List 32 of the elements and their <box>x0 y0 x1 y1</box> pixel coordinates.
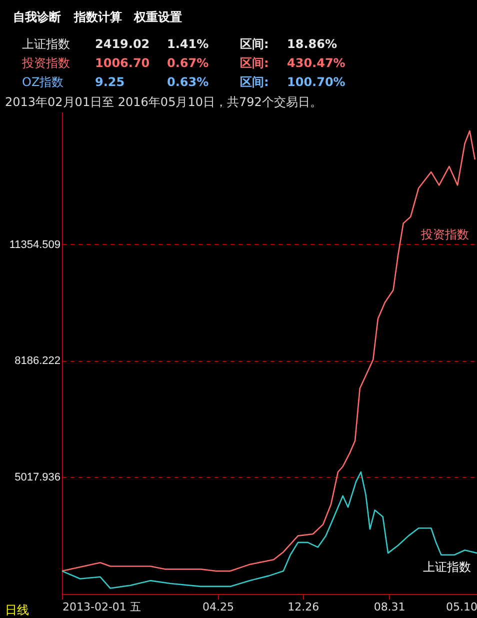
text: 0.67% <box>167 56 209 70</box>
text: 自我诊断 <box>13 10 61 24</box>
text: 430.47% <box>287 56 346 70</box>
text: 指数计算 <box>73 10 122 24</box>
text: 0.63% <box>167 75 209 89</box>
line-series <box>61 471 477 589</box>
line-series <box>61 130 476 572</box>
text: 9.25 <box>95 75 125 89</box>
text: OZ指数 <box>22 75 64 89</box>
series-label: 上证指数 <box>423 560 471 574</box>
text: 区间: <box>240 56 269 70</box>
text: 上证指数 <box>22 37 70 51</box>
text: 2419.02 <box>95 37 150 51</box>
text: 1.41% <box>167 37 209 51</box>
y-tick-label: 11354.509 <box>9 238 60 251</box>
text: 日线 <box>5 603 29 617</box>
y-tick-label: 8186.222 <box>14 355 60 368</box>
text: 投资指数 <box>21 56 70 70</box>
text: 1006.70 <box>95 56 150 70</box>
text: 权重设置 <box>133 10 182 24</box>
x-tick-label: 08.31 <box>374 600 406 614</box>
chart-subtitle: 2013年02月01日至 2016年05月10日，共792个交易日。 <box>5 95 322 109</box>
x-tick-label: 04.25 <box>202 600 234 614</box>
x-tick-label: 2013-02-01 五 <box>62 600 141 614</box>
x-tick-label: 12.26 <box>288 600 320 614</box>
text: 区间: <box>240 75 269 89</box>
x-tick-label: 05.10 <box>446 600 477 614</box>
text: 18.86% <box>287 37 337 51</box>
series-label: 投资指数 <box>420 228 469 242</box>
y-tick-label: 5017.936 <box>14 471 60 484</box>
text: 100.70% <box>287 75 346 89</box>
text: 区间: <box>240 37 269 51</box>
